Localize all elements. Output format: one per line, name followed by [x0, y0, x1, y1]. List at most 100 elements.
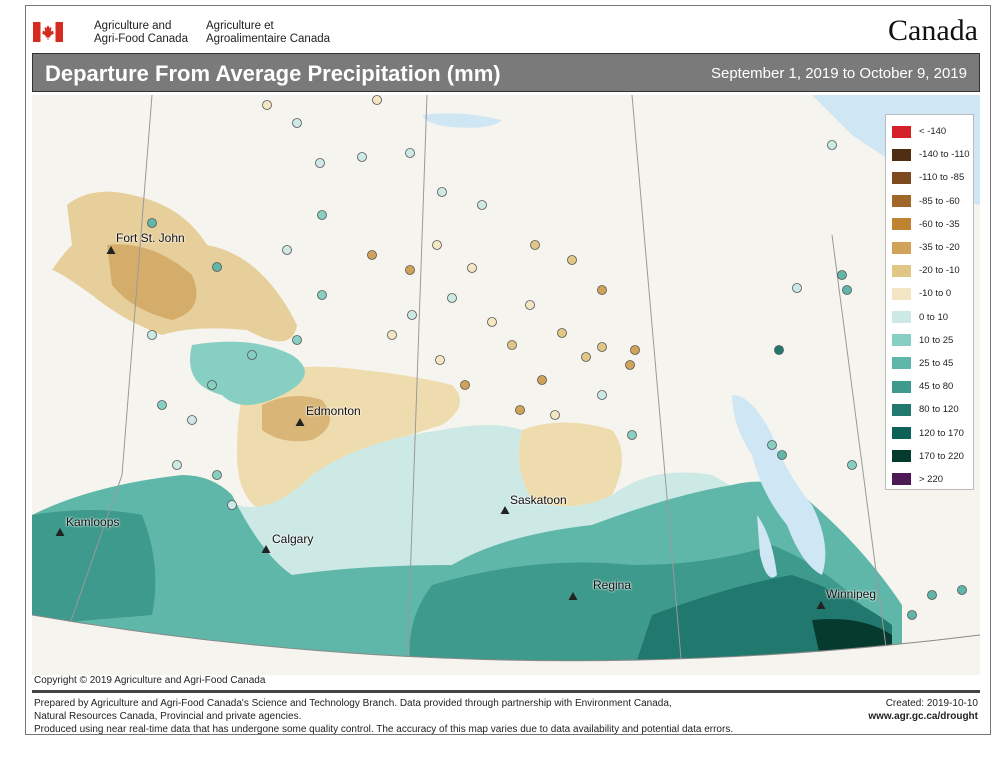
city-triangle-icon	[568, 592, 578, 600]
city-label-calgary: Calgary	[272, 532, 314, 546]
station-point	[927, 590, 937, 600]
station-point	[460, 380, 470, 390]
station-point	[530, 240, 540, 250]
station-point	[507, 340, 517, 350]
city-markers	[55, 246, 826, 609]
region-dry-fsj	[107, 244, 197, 320]
legend-label: -20 to -10	[919, 265, 960, 277]
region-dry-edmonton-core	[262, 396, 330, 442]
station-point	[292, 118, 302, 128]
station-point	[630, 345, 640, 355]
city-label-fort-st-john: Fort St. John	[116, 231, 185, 245]
dept-en-line1: Agriculture and	[94, 20, 172, 32]
legend-swatch	[892, 380, 911, 393]
legend-item: -60 to -35	[892, 213, 973, 236]
station-point	[537, 375, 547, 385]
legend-item: -140 to -110	[892, 143, 973, 166]
border-ab-sk	[406, 95, 428, 671]
city-label-saskatoon: Saskatoon	[510, 493, 567, 507]
legend-label: 170 to 220	[919, 450, 964, 462]
station-points	[147, 95, 967, 620]
station-point	[207, 380, 217, 390]
city-label-edmonton: Edmonton	[306, 404, 361, 418]
station-point	[627, 430, 637, 440]
station-point	[467, 263, 477, 273]
station-point	[437, 187, 447, 197]
station-point	[227, 500, 237, 510]
station-point	[405, 265, 415, 275]
station-point	[597, 285, 607, 295]
legend-swatch	[892, 241, 911, 254]
legend-label: 0 to 10	[919, 311, 949, 323]
station-point	[907, 610, 917, 620]
station-point	[477, 200, 487, 210]
station-point	[432, 240, 442, 250]
city-triangle-icon	[500, 506, 510, 514]
legend-label: -85 to -60	[919, 195, 960, 207]
department-name-fr: Agriculture et Agroalimentaire Canada	[206, 20, 330, 46]
precipitation-map: Fort St. John Edmonton Saskatoon Kamloop…	[32, 95, 980, 675]
department-name-en: Agriculture and Agri-Food Canada	[94, 20, 188, 46]
legend-item: 170 to 220	[892, 445, 973, 468]
station-point	[525, 300, 535, 310]
legend-label: 45 to 80	[919, 381, 954, 393]
legend-swatch	[892, 357, 911, 370]
legend-label: 120 to 170	[919, 427, 964, 439]
station-point	[262, 100, 272, 110]
station-point	[317, 290, 327, 300]
city-triangle-icon	[295, 418, 305, 426]
station-point	[315, 158, 325, 168]
station-point	[357, 152, 367, 162]
station-point	[247, 350, 257, 360]
legend-item: -10 to 0	[892, 282, 973, 305]
legend-item: 10 to 25	[892, 329, 973, 352]
region-wet-north-teal	[190, 341, 305, 405]
footer-line1: Prepared by Agriculture and Agri-Food Ca…	[34, 698, 672, 709]
created-date: Created: 2019-10-10	[885, 698, 978, 709]
dept-fr-line1: Agriculture et	[206, 20, 274, 32]
station-point	[282, 245, 292, 255]
legend-item: > 220	[892, 468, 973, 491]
legend-swatch	[892, 171, 911, 184]
city-triangle-icon	[55, 528, 65, 536]
legend-label: -10 to 0	[919, 288, 952, 300]
legend-item: -20 to -10	[892, 259, 973, 282]
station-point	[372, 95, 382, 105]
legend-item: -85 to -60	[892, 190, 973, 213]
station-point	[777, 450, 787, 460]
station-point	[317, 210, 327, 220]
border-mb-on	[831, 234, 888, 656]
station-point	[774, 345, 784, 355]
page-frame	[25, 5, 991, 735]
station-point	[187, 415, 197, 425]
dept-fr-line2: Agroalimentaire Canada	[206, 33, 331, 45]
station-point	[212, 470, 222, 480]
legend-label: < -140	[919, 126, 947, 138]
date-range: September 1, 2019 to October 9, 2019	[710, 65, 967, 82]
footer-notes: Prepared by Agriculture and Agri-Food Ca…	[34, 697, 733, 736]
legend-item: -35 to -20	[892, 236, 973, 259]
legend-swatch	[892, 403, 911, 416]
station-point	[147, 218, 157, 228]
station-point	[367, 250, 377, 260]
station-point	[487, 317, 497, 327]
title-bar: Departure From Average Precipitation (mm…	[32, 53, 980, 92]
legend-label: -140 to -110	[919, 149, 970, 161]
city-triangle-icon	[261, 545, 271, 553]
footer-divider	[32, 690, 980, 693]
station-point	[515, 405, 525, 415]
footer-line2: Natural Resources Canada, Provincial and…	[34, 711, 302, 722]
legend-item: 45 to 80	[892, 375, 973, 398]
website-link[interactable]: www.agr.gc.ca/drought	[868, 711, 978, 722]
border-sk-mb	[631, 95, 683, 671]
legend-swatch	[892, 334, 911, 347]
station-point	[792, 283, 802, 293]
station-point	[842, 285, 852, 295]
legend-item: 25 to 45	[892, 352, 973, 375]
legend-swatch	[892, 427, 911, 440]
map-legend: < -140 -140 to -110 -110 to -85 -85 to -60 -…	[885, 114, 974, 490]
legend-swatch	[892, 473, 911, 486]
station-point	[625, 360, 635, 370]
station-point	[597, 390, 607, 400]
legend-item: < -140	[892, 120, 973, 143]
